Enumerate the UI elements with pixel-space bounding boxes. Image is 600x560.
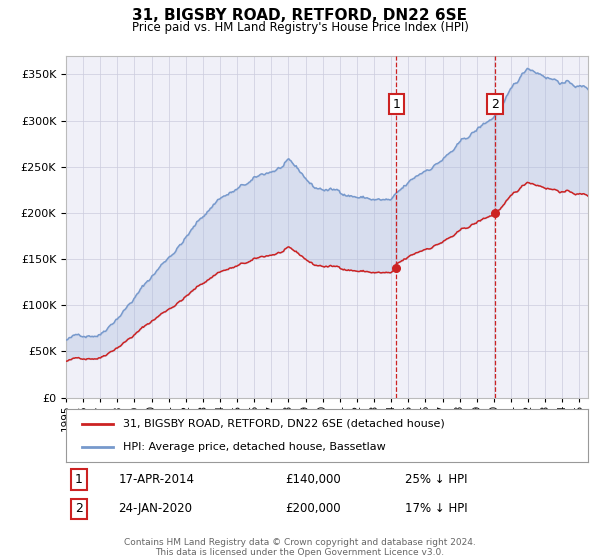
Text: 31, BIGSBY ROAD, RETFORD, DN22 6SE: 31, BIGSBY ROAD, RETFORD, DN22 6SE <box>133 8 467 24</box>
Text: £200,000: £200,000 <box>285 502 341 515</box>
Text: £140,000: £140,000 <box>285 473 341 486</box>
Text: 17-APR-2014: 17-APR-2014 <box>118 473 194 486</box>
Text: 31, BIGSBY ROAD, RETFORD, DN22 6SE (detached house): 31, BIGSBY ROAD, RETFORD, DN22 6SE (deta… <box>124 419 445 429</box>
Text: 1: 1 <box>392 97 400 110</box>
Text: Price paid vs. HM Land Registry's House Price Index (HPI): Price paid vs. HM Land Registry's House … <box>131 21 469 34</box>
Text: 1: 1 <box>75 473 83 486</box>
Text: 24-JAN-2020: 24-JAN-2020 <box>118 502 192 515</box>
Text: 2: 2 <box>75 502 83 515</box>
Text: 2: 2 <box>491 97 499 110</box>
Text: Contains HM Land Registry data © Crown copyright and database right 2024.
This d: Contains HM Land Registry data © Crown c… <box>124 538 476 557</box>
Text: 17% ↓ HPI: 17% ↓ HPI <box>406 502 468 515</box>
Text: HPI: Average price, detached house, Bassetlaw: HPI: Average price, detached house, Bass… <box>124 442 386 452</box>
Text: 25% ↓ HPI: 25% ↓ HPI <box>406 473 468 486</box>
